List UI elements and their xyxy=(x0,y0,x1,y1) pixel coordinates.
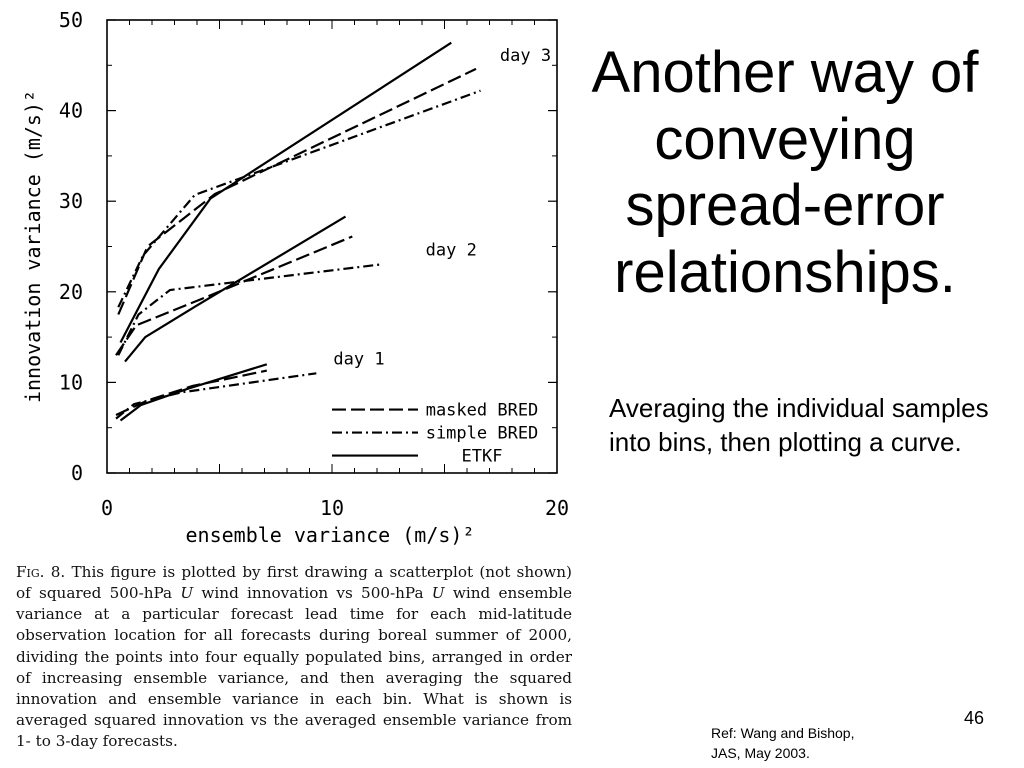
caption-text-3: wind ensemble variance at a particular f… xyxy=(16,584,572,750)
y-tick-label: 0 xyxy=(71,461,83,485)
series-line-day3-dashdot xyxy=(117,89,481,308)
y-tick-label: 20 xyxy=(59,280,83,304)
chart-axes: 0 10 20 30 40 50 0 10 20 ensemble variance (m/s)²… xyxy=(21,8,569,547)
legend-label: ETKF xyxy=(462,447,503,467)
x-axis-label: ensemble variance (m/s)² xyxy=(186,523,475,547)
series-line-day2-dashdot xyxy=(117,263,380,356)
y-tick-label: 50 xyxy=(59,8,83,32)
y-axis-label: innovation variance (m/s)² xyxy=(21,90,45,403)
chart-legend: masked BRED simple BRED ETKF xyxy=(332,401,538,467)
caption-text-2: wind innovation vs 500-hPa xyxy=(193,584,432,603)
legend-label: simple BRED xyxy=(426,424,539,444)
caption-var-1: U xyxy=(180,584,194,603)
series-line-day2-solid xyxy=(124,215,347,363)
spread-error-chart: 0 10 20 30 40 50 0 10 20 ensemble variance (m/s)²… xyxy=(21,8,569,547)
chart-series xyxy=(115,41,481,422)
legend-label: masked BRED xyxy=(426,401,539,421)
series-line-day3-dashed xyxy=(117,67,477,315)
chart-annotations: day 3 day 2 day 1 xyxy=(333,46,551,370)
x-tick-label: 10 xyxy=(320,496,344,520)
page-number: 46 xyxy=(964,708,985,728)
figure-caption: Fig. 8. This figure is plotted by first … xyxy=(16,562,572,752)
annotation-label: day 2 xyxy=(426,241,477,261)
y-tick-label: 40 xyxy=(59,99,83,123)
x-tick-label: 20 xyxy=(545,496,569,520)
series-line-day1-dashdot xyxy=(115,372,317,420)
annotation-label: day 3 xyxy=(500,46,551,66)
series-line-day1-solid xyxy=(119,363,268,422)
y-tick-label: 30 xyxy=(59,189,83,213)
series-line-day2-dashed xyxy=(115,235,353,356)
slide-body-text: Averaging the individual samples into bi… xyxy=(609,393,989,457)
series-line-day1-dashed xyxy=(115,369,268,416)
series-line-day3-solid xyxy=(119,41,452,344)
annotation-label: day 1 xyxy=(333,349,384,369)
caption-var-2: U xyxy=(431,584,445,603)
caption-fig-label: Fig. 8. xyxy=(16,563,66,581)
slide-title: Another way of conveying spread-error re… xyxy=(591,40,979,306)
x-tick-label: 0 xyxy=(101,496,113,520)
y-tick-label: 10 xyxy=(59,370,83,394)
reference-text: Ref: Wang and Bishop, JAS, May 2003. xyxy=(711,725,855,761)
caption-text-1: This figure is plotted by first drawing … xyxy=(16,563,572,603)
